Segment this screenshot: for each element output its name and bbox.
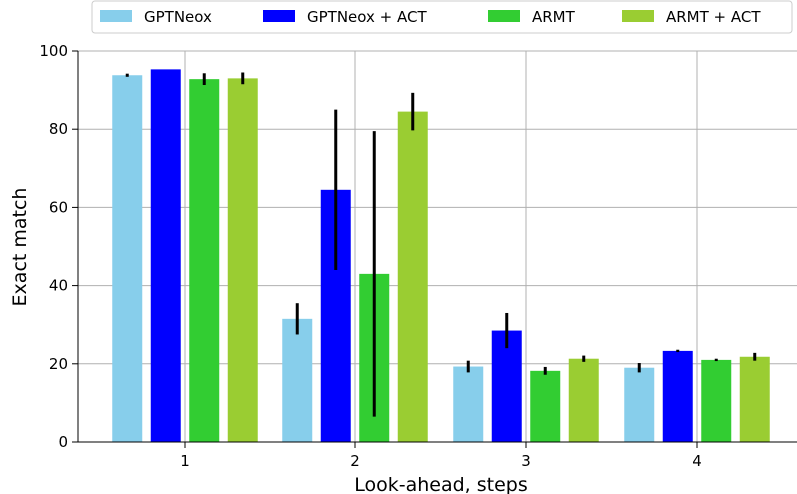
bar: [227, 78, 258, 443]
legend-label: ARMT + ACT: [666, 8, 761, 26]
bar: [189, 79, 220, 442]
y-tick-label: 60: [49, 198, 68, 216]
bar: [662, 350, 693, 442]
y-tick-label: 100: [39, 42, 68, 60]
legend-label: ARMT: [532, 8, 576, 26]
legend-label: GPTNeox: [144, 8, 212, 26]
x-tick-label: 4: [692, 452, 702, 470]
x-tick-label: 2: [350, 452, 360, 470]
y-tick-label: 0: [58, 433, 68, 451]
legend-label: GPTNeox + ACT: [307, 8, 427, 26]
bar: [491, 330, 522, 442]
bar: [150, 69, 181, 442]
bars: [112, 69, 770, 443]
x-axis-label: Look-ahead, steps: [354, 474, 528, 494]
bar: [568, 358, 599, 442]
legend-swatch: [488, 10, 520, 22]
bar: [701, 359, 732, 442]
bar: [530, 370, 561, 442]
bar: [112, 75, 143, 442]
legend: GPTNeox GPTNeox + ACT ARMT ARMT + ACT: [91, 0, 793, 34]
legend-swatch: [100, 10, 132, 22]
y-ticks: 0 20 40 60 80 100: [39, 42, 78, 451]
legend-frame: [91, 0, 793, 34]
legend-swatch: [622, 10, 654, 22]
y-axis-label: Exact match: [9, 188, 31, 307]
x-ticks: 1 2 3 4: [180, 442, 702, 470]
y-tick-label: 20: [49, 355, 68, 373]
bar: [282, 318, 313, 442]
x-tick-label: 1: [180, 452, 190, 470]
error-bars: [125, 72, 757, 417]
x-tick-label: 3: [521, 452, 531, 470]
bar: [624, 367, 655, 442]
bar: [397, 111, 428, 442]
y-tick-label: 80: [49, 120, 68, 138]
legend-swatch: [263, 10, 295, 22]
y-tick-label: 40: [49, 277, 68, 295]
bar: [739, 356, 770, 442]
axes: [77, 51, 797, 443]
bar: [453, 366, 484, 442]
